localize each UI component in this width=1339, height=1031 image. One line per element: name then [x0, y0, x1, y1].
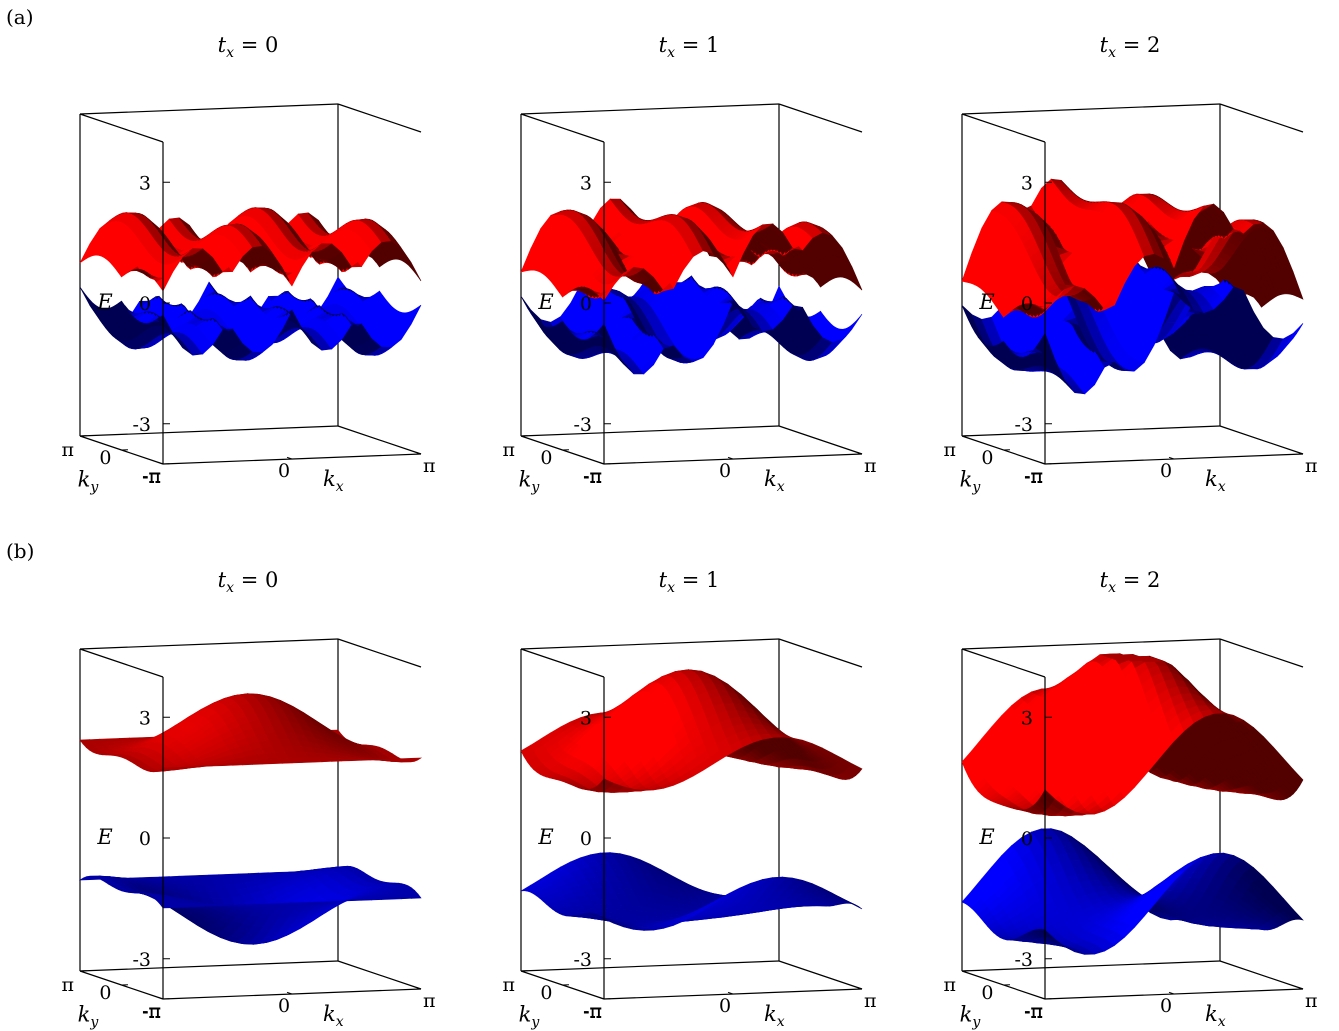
z-tick-label: 0 — [580, 293, 592, 315]
y-tick-label: 0 — [981, 447, 993, 469]
y-tick-label: π — [503, 439, 516, 461]
lower-band-patch — [848, 314, 863, 333]
upper-band-patch — [407, 257, 422, 282]
box-edge-left-top — [961, 113, 1046, 143]
x-axis-label: kx — [323, 467, 344, 495]
plot-title: tx = 0 — [218, 33, 279, 61]
x-tick-label: 0 — [1160, 460, 1172, 482]
x-axis-label-sub: x — [777, 479, 785, 495]
x-axis-label: kx — [764, 467, 785, 495]
box-edge-right-top — [1219, 103, 1304, 133]
z-tick-label: 3 — [1021, 172, 1033, 194]
box-edge-left-top — [79, 113, 164, 143]
y-axis-label-sub: y — [89, 479, 99, 495]
x-axis-label: kx — [1205, 467, 1226, 495]
z-tick-label: 0 — [139, 293, 151, 315]
box-edge-right-top — [778, 103, 863, 133]
box-edge-back-bottom — [520, 425, 780, 437]
plot-title-sub: x — [226, 45, 234, 61]
z-tick-label: 3 — [139, 172, 151, 194]
box-edge-back-top — [79, 103, 339, 115]
z-axis-label: E — [537, 290, 553, 314]
z-tick-label: 3 — [580, 172, 592, 194]
x-axis-label-sub: x — [336, 479, 344, 495]
plot-title-value: = 0 — [234, 33, 278, 57]
y-tick-label: π — [944, 439, 957, 461]
z-tick-label: 0 — [1021, 293, 1033, 315]
panel-label-b: (b) — [6, 539, 34, 563]
y-tick-label: -π — [1024, 466, 1043, 488]
lower-band-patch — [1289, 323, 1304, 340]
x-tick-label: π — [1305, 455, 1318, 477]
box-edge-right-bottom — [1219, 425, 1304, 455]
x-tick-label: 0 — [719, 460, 731, 482]
box-edge-right-bottom — [337, 960, 422, 990]
plot-title-value: = 2 — [1116, 33, 1160, 57]
x-tick-label: π — [864, 455, 877, 477]
box-edge-back-bottom — [79, 425, 339, 437]
z-tick-label: -3 — [132, 414, 151, 436]
box-edge-back-top — [79, 638, 339, 650]
box-edge-left-top — [520, 113, 605, 143]
x-tick-label: π — [423, 455, 436, 477]
y-axis-label: ky — [519, 467, 541, 495]
y-tick-label: -π — [142, 466, 161, 488]
plot-title: tx = 1 — [659, 33, 720, 61]
y-tick-label: -π — [583, 466, 602, 488]
z-tick-label: -3 — [573, 414, 592, 436]
panel-label-a: (a) — [6, 5, 34, 29]
plot-title: tx = 2 — [1100, 33, 1161, 61]
box-edge-right-top — [337, 638, 422, 668]
z-axis-label: E — [978, 290, 994, 314]
plot-title-sub: x — [1108, 45, 1116, 61]
y-axis-label: ky — [960, 467, 982, 495]
plot-title-sub: x — [667, 45, 675, 61]
z-axis-label: E — [96, 290, 112, 314]
z-tick-label: -3 — [1014, 414, 1033, 436]
box-edge-right-top — [337, 103, 422, 133]
box-edge-right-bottom — [778, 425, 863, 455]
plot-title-value: = 1 — [675, 33, 719, 57]
y-axis-label: ky — [78, 467, 100, 495]
box-edge-back-bottom — [961, 425, 1221, 437]
box-edge-back-top — [520, 103, 780, 115]
y-tick-label: π — [62, 439, 75, 461]
y-axis-label-sub: y — [971, 479, 981, 495]
y-tick-label: 0 — [540, 447, 552, 469]
box-edge-back-top — [961, 103, 1221, 115]
y-axis-label-sub: y — [530, 479, 540, 495]
box-edge-back-bottom — [79, 960, 339, 972]
y-tick-label: 0 — [99, 447, 111, 469]
x-axis-label-sub: x — [1218, 479, 1226, 495]
box-edge-right-bottom — [337, 425, 422, 455]
x-tick-label: 0 — [278, 460, 290, 482]
